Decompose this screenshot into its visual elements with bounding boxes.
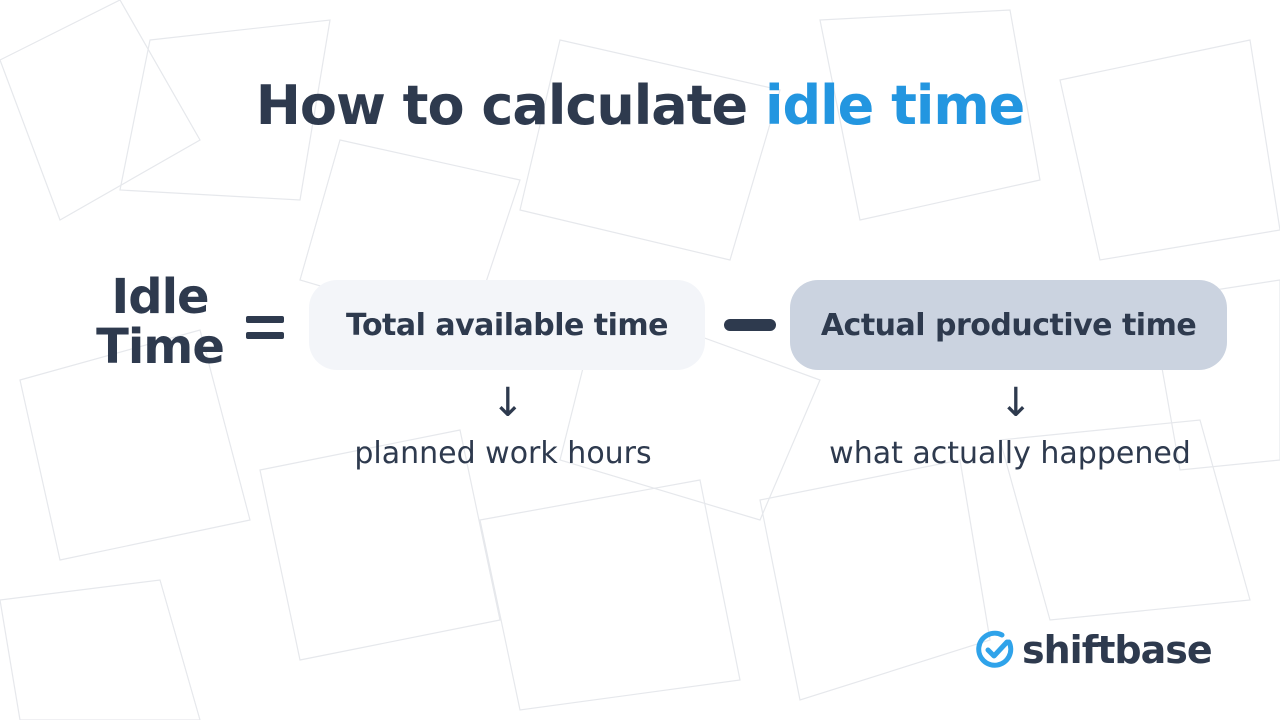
term1-label: Total available time (345, 307, 669, 343)
term2-explanation: what actually happened (829, 436, 1191, 471)
minus-sign (724, 319, 776, 331)
actual-productive-time-box: Actual productive time (790, 280, 1227, 370)
total-available-time-box: Total available time (309, 280, 705, 370)
title-highlight: idle time (764, 74, 1025, 137)
arrow-down-icon: ↓ (491, 380, 525, 426)
check-clock-icon (976, 630, 1014, 668)
term2-label: Actual productive time (820, 307, 1197, 343)
arrow-down-icon: ↓ (999, 380, 1033, 426)
idle-time-label: Idle Time (95, 272, 225, 372)
logo-text: shiftbase (1022, 628, 1213, 672)
page-title: How to calculate idle time (0, 74, 1280, 137)
lhs-line2: Time (96, 319, 225, 375)
lhs-line1: Idle (111, 269, 209, 325)
term1-explanation: planned work hours (354, 436, 652, 471)
shiftbase-logo: shiftbase (976, 628, 1213, 672)
equals-sign (246, 316, 284, 348)
title-prefix: How to calculate (255, 74, 765, 137)
